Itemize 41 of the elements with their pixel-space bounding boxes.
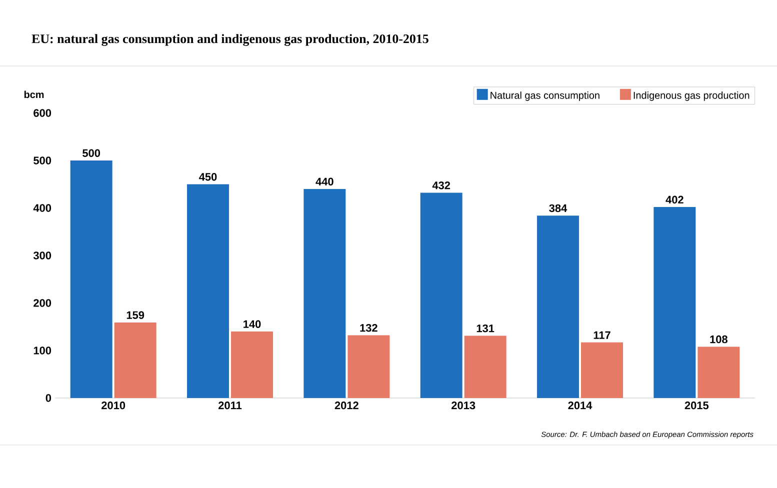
data-label: 432 <box>432 182 450 190</box>
bar <box>187 184 229 398</box>
bar <box>420 192 462 398</box>
y-axis-title: bcm <box>24 90 44 98</box>
bar <box>231 332 273 398</box>
y-tick-label: 600 <box>34 109 52 117</box>
data-label: 440 <box>316 178 334 186</box>
y-tick-label: 500 <box>34 156 52 164</box>
data-label: 159 <box>126 311 144 319</box>
bar <box>698 346 740 398</box>
bar <box>537 216 580 398</box>
x-tick-label: 2011 <box>218 402 242 410</box>
bar <box>348 335 390 398</box>
bar <box>464 336 506 398</box>
y-tick-label: 100 <box>34 346 52 354</box>
bar <box>654 207 696 398</box>
bar <box>581 342 624 398</box>
bar <box>70 160 112 398</box>
x-tick-label: 2012 <box>334 402 358 410</box>
y-tick-label: 300 <box>33 252 52 260</box>
y-tick-label: 200 <box>34 299 52 307</box>
y-tick-label: 400 <box>33 204 52 212</box>
y-tick-label: 0 <box>46 394 52 402</box>
x-tick-label: 2013 <box>452 402 476 410</box>
data-label: 450 <box>199 172 217 181</box>
data-label: 402 <box>666 196 684 204</box>
data-label: 131 <box>476 324 494 332</box>
bar <box>114 322 156 398</box>
data-label: 132 <box>360 324 378 332</box>
x-tick-label: 2015 <box>684 402 709 410</box>
x-tick-label: 2010 <box>102 402 126 410</box>
data-label: 500 <box>82 149 100 157</box>
bar <box>304 189 346 398</box>
data-label: 108 <box>710 335 728 344</box>
data-label: 384 <box>549 204 568 212</box>
legend-label: Indigenous gas production <box>634 92 750 101</box>
data-label: 140 <box>244 320 261 328</box>
data-label: 117 <box>594 331 610 339</box>
legend-label: Natural gas consumption <box>490 92 600 101</box>
x-tick-label: 2014 <box>568 402 592 410</box>
chart-title: EU: natural gas consumption and indigenous gas production, 2010-2015 <box>32 34 428 46</box>
